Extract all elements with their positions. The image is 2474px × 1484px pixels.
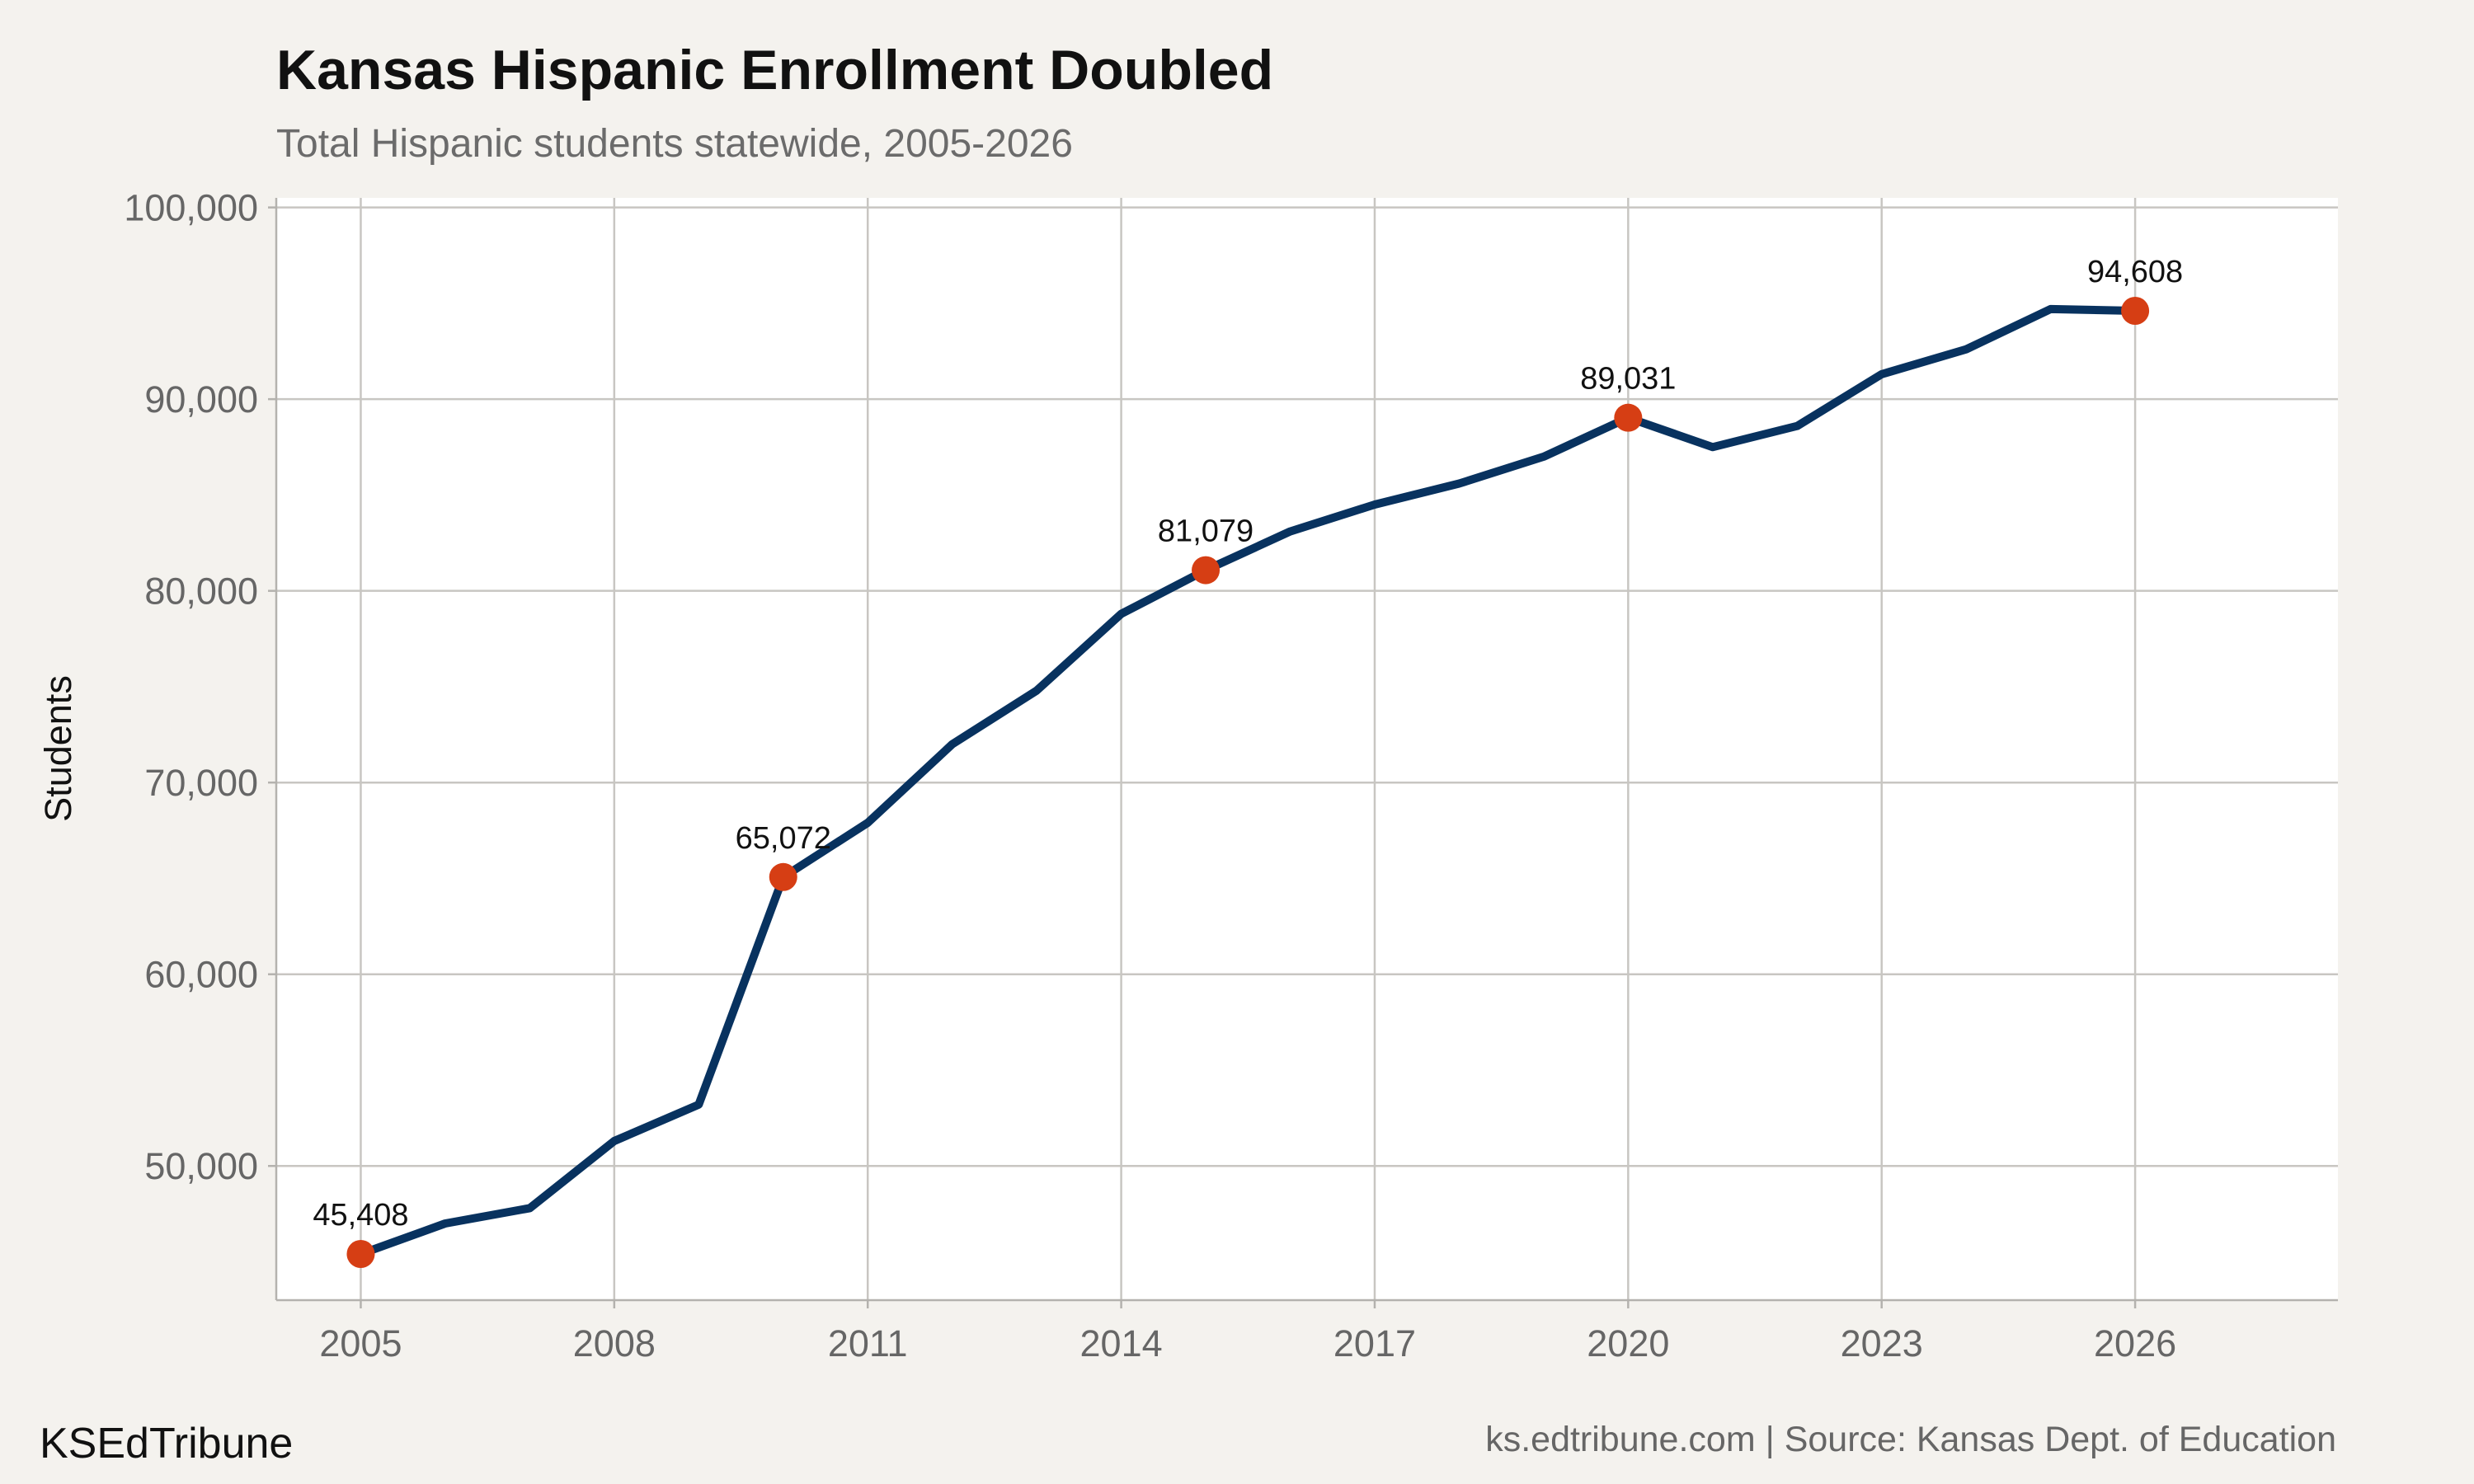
axes (275, 198, 2338, 1302)
x-tick-label: 2014 (1080, 1322, 1163, 1364)
x-axis-ticks: 2005 2008 2011 2014 2017 2020 2023 2026 (319, 1300, 2176, 1364)
x-tick-label: 2017 (1333, 1322, 1416, 1364)
y-tick-label: 90,000 (144, 378, 258, 420)
highlighted-points (346, 297, 2150, 1269)
data-label: 94,608 (2087, 255, 2183, 289)
highlight-point (1192, 556, 1221, 585)
y-tick-label: 100,000 (124, 187, 258, 229)
x-tick-label: 2008 (573, 1322, 656, 1364)
x-tick-label: 2020 (1587, 1322, 1669, 1364)
chart-title: Kansas Hispanic Enrollment Doubled (276, 39, 1273, 101)
plot-panel (276, 198, 2338, 1300)
series-lines (356, 304, 2140, 1258)
data-label: 65,072 (736, 821, 831, 856)
data-label: 45,408 (313, 1198, 408, 1233)
y-tick-label: 50,000 (144, 1145, 258, 1187)
highlight-point (346, 1240, 375, 1269)
y-axis-ticks: 50,000 60,000 70,000 80,000 90,000 100,000 (124, 187, 276, 1187)
x-tick-label: 2026 (2094, 1322, 2176, 1364)
y-tick-label: 80,000 (144, 571, 258, 613)
data-labels: 45,408 65,072 81,079 89,031 94,608 (313, 255, 2183, 1233)
chart-subtitle: Total Hispanic students statewide, 2005-… (276, 122, 1073, 166)
data-label: 89,031 (1580, 362, 1676, 397)
y-tick-label: 70,000 (144, 762, 258, 804)
x-tick-label: 2023 (1841, 1322, 1923, 1364)
highlight-point (769, 862, 797, 891)
grid-lines (276, 198, 2338, 1300)
highlight-point (1614, 403, 1643, 432)
x-tick-label: 2011 (828, 1322, 908, 1364)
brand-label: KSEdTribune (40, 1420, 293, 1468)
source-note: ks.edtribune.com | Source: Kansas Dept. … (1485, 1420, 2336, 1459)
y-tick-label: 60,000 (144, 954, 258, 996)
y-axis-label: Students (37, 675, 79, 822)
x-tick-label: 2005 (319, 1322, 402, 1364)
plot-area: 45,408 65,072 81,079 89,031 94,608 (275, 198, 2338, 1302)
series-line (356, 304, 2140, 1258)
data-label: 81,079 (1158, 514, 1253, 549)
highlight-point (2121, 297, 2150, 326)
